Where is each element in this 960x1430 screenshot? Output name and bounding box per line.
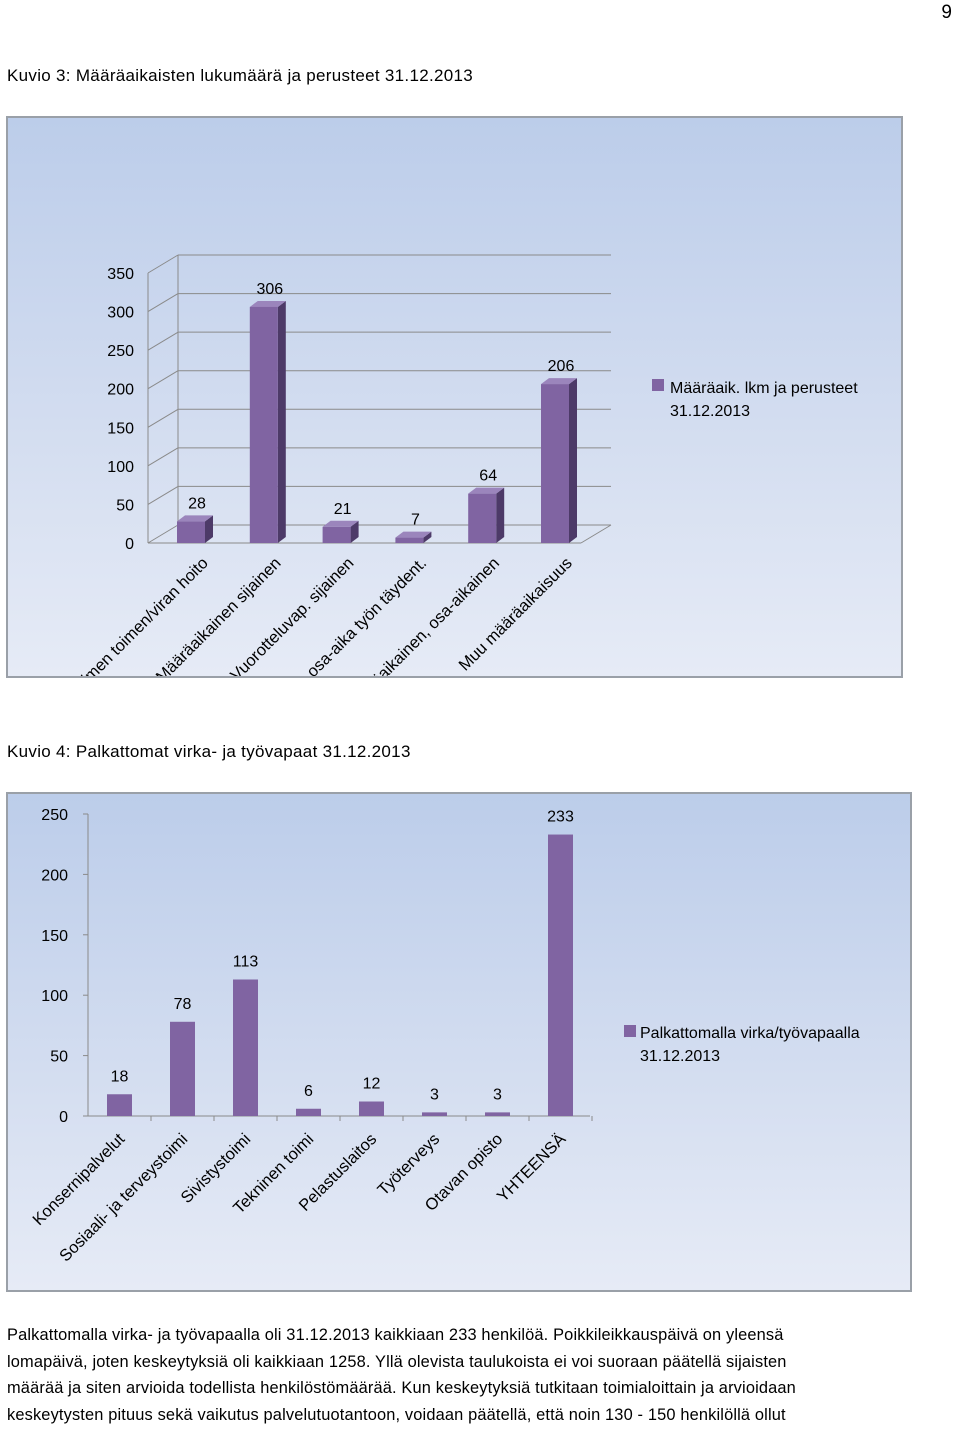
data-label: 78 [174,996,192,1013]
depth-gridline [147,331,179,351]
depth-gridline [147,524,179,544]
x-tick-label: Sosiaali- ja terveystoimi [56,1130,191,1265]
bar-top [468,487,505,494]
bar [359,1101,384,1116]
x-tick-label: Työterveys [374,1130,443,1199]
x-tick-label-group: Sosiaali- ja terveystoimi [56,1130,191,1265]
data-label: 306 [256,281,283,298]
legend-label: 31.12.2013 [670,403,750,420]
bar-side [350,520,359,543]
bar [548,834,573,1116]
y-tick-label: 300 [107,305,134,322]
depth-gridline [147,254,179,274]
y-tick-label: 0 [59,1109,68,1126]
body-line: lomapäivä, joten keskeytyksiä oli kaikki… [7,1352,787,1371]
data-label: 12 [363,1076,381,1093]
y-tick-label: 100 [107,459,134,476]
bar [468,493,497,543]
data-label: 64 [479,468,497,485]
data-label: 113 [233,953,259,970]
y-tick-label: 100 [41,988,68,1005]
figure3-chart: 0 50 100 150 200 250 300 350 28 Avoimen toimen/vi… [6,116,903,750]
bar-top [395,531,432,538]
data-label: 3 [493,1086,502,1103]
legend-label: 31.12.2013 [640,1048,720,1065]
bar-side [423,531,432,543]
bar [395,537,424,543]
depth-gridline [147,447,179,467]
figure4-caption: Kuvio 4: Palkattomat virka- ja työvapaat… [7,742,411,761]
data-label: 18 [111,1068,129,1085]
bar [233,979,258,1116]
bar [322,526,351,543]
bar [249,306,278,543]
x-tick-label-group: Työterveys [374,1130,443,1199]
depth-gridline [147,293,179,313]
data-label: 7 [411,512,420,529]
legend-label: Palkattomalla virka/työvapaalla [640,1025,860,1042]
floor-side-line [580,524,612,544]
legend-label: Määräaik. lkm ja perusteet [670,380,858,397]
body-paragraph: Palkattomalla virka- ja työvapaalla oli … [7,1322,957,1428]
legend-swatch [624,1025,636,1037]
bar-side [205,515,213,543]
bar [296,1108,321,1116]
depth-gridline [147,370,179,390]
body-line: määrää ja siten arvioida todellista henk… [7,1379,796,1397]
x-tick-label-group: YHTEENSÄ [494,1130,570,1206]
bar [170,1021,195,1116]
y-tick-label: 350 [107,266,134,283]
data-label: 6 [304,1083,313,1100]
bar [107,1094,132,1116]
data-label: 233 [547,809,574,826]
depth-gridline [147,408,179,428]
bar [422,1112,447,1116]
y-tick-label: 150 [41,928,68,945]
y-tick-label: 250 [41,807,68,824]
bar-side [277,300,286,543]
data-label: 206 [548,358,575,375]
bar-top [177,515,213,522]
body-line: keskeytysten pituus sekä vaikutus palvel… [7,1405,786,1424]
data-label: 21 [334,501,352,518]
bar-side [496,487,505,543]
bar-top [541,378,577,385]
data-label: 28 [188,495,206,512]
y-tick-label: 250 [107,343,134,360]
depth-gridline [147,485,179,505]
body-line: Palkattomalla virka- ja työvapaalla oli … [7,1326,784,1344]
y-tick-label: 0 [125,536,134,553]
y-tick-label: 50 [50,1049,68,1066]
bar-top [249,300,286,307]
bar-side [569,378,577,543]
figure4-chart-svg: 05010015020025018Konsernipalvelut78Sosia… [29,807,860,1265]
bar [177,521,205,543]
y-tick-label: 200 [107,382,134,399]
figure3-caption: Kuvio 3: Määräaikaisten lukumäärä ja per… [7,66,473,85]
x-tick-label: YHTEENSÄ [494,1130,570,1206]
bar [485,1112,510,1116]
figure4-chart: 0 50 100 150 200 250 18 Konsernipalvelut 78 Sosia… [6,792,912,1292]
legend-swatch [652,379,664,391]
y-tick-label: 50 [116,497,134,514]
page-number: 9 [941,2,952,23]
y-tick-label: 150 [107,420,134,437]
data-label: 3 [430,1086,439,1103]
y-tick-label: 200 [41,867,68,884]
bar-top [322,520,359,527]
bar [541,384,569,543]
